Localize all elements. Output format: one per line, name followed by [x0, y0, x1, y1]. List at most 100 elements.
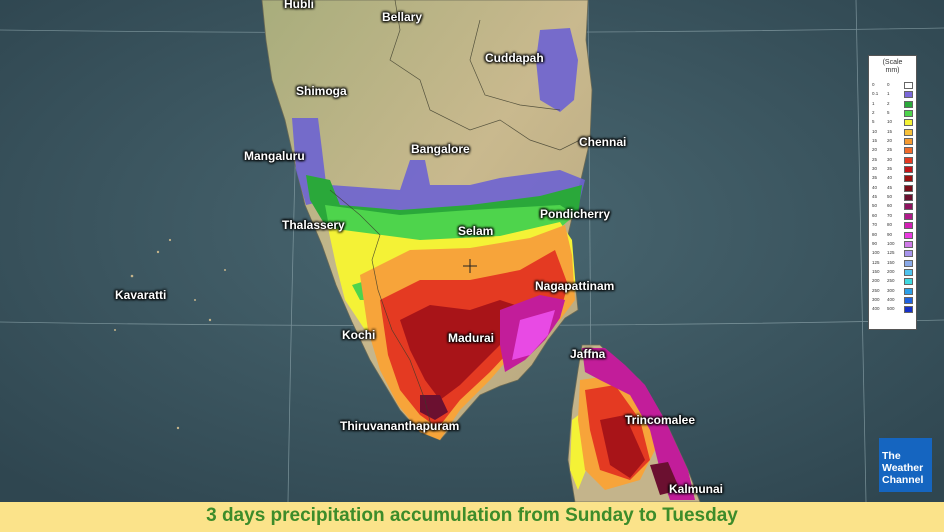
legend-color-swatch — [904, 119, 913, 127]
legend-row-low: 40 — [872, 184, 878, 190]
legend-row-low: 50 — [872, 203, 878, 209]
legend-row: 15 20 — [869, 137, 916, 146]
legend-title-line2: mm) — [885, 67, 900, 74]
legend-row-high: 250 — [887, 278, 895, 284]
logo-line3: Channel — [882, 474, 924, 486]
legend-row: 60 70 — [869, 212, 916, 221]
lakshadweep-islands — [114, 238, 226, 430]
legend-row-high: 40 — [887, 175, 893, 181]
legend-row-low: 250 — [872, 287, 880, 293]
legend-row: 200 250 — [869, 277, 916, 286]
legend-row: 30 35 — [869, 165, 916, 174]
legend-row-low: 90 — [872, 240, 878, 246]
legend-color-swatch — [904, 156, 913, 164]
city-label-cuddapah: Cuddapah — [485, 51, 544, 65]
state-borders — [329, 0, 581, 431]
precipitation-shading — [292, 28, 695, 500]
legend-row-low: 1 — [872, 100, 875, 106]
city-label-nagapattinam: Nagapattinam — [535, 279, 615, 293]
legend-row: 70 80 — [869, 221, 916, 230]
precipitation-map — [0, 0, 944, 502]
legend-title-line1: (Scale — [882, 59, 903, 66]
city-label-hubli: Hubli — [284, 0, 314, 11]
legend-color-swatch — [904, 212, 913, 220]
city-label-bangalore: Bangalore — [411, 142, 470, 156]
legend-row-high: 0 — [887, 82, 890, 87]
legend-color-swatch — [904, 306, 913, 314]
legend-row: 20 25 — [869, 146, 916, 155]
legend-color-swatch — [904, 110, 913, 118]
legend-color-swatch — [904, 268, 913, 276]
legend-row-low: 60 — [872, 212, 878, 218]
legend-row-high: 1 — [887, 91, 890, 97]
legend-row-high: 30 — [887, 156, 893, 162]
legend-color-swatch — [904, 147, 913, 155]
legend-row-high: 60 — [887, 203, 893, 209]
city-label-pondicherry: Pondicherry — [540, 207, 611, 221]
precipitation-scale-legend: (Scale mm) 0 0 0.1 1 1 2 2 5 5 10 10 15 15 20 20 25 25 30… — [868, 55, 917, 330]
legend-row-high: 45 — [887, 184, 893, 190]
legend-row: 45 50 — [869, 193, 916, 202]
city-label-jaffna: Jaffna — [570, 347, 606, 361]
legend-row-high: 10 — [887, 119, 893, 125]
legend-row: 100 125 — [869, 249, 916, 258]
city-label-kavaratti: Kavaratti — [115, 288, 167, 302]
legend-color-swatch — [904, 231, 913, 239]
legend-color-swatch — [904, 100, 913, 108]
caption-bar — [0, 502, 944, 532]
legend-color-swatch — [904, 278, 913, 286]
legend-row-low: 80 — [872, 231, 878, 237]
legend-row: 5 10 — [869, 118, 916, 127]
legend-row-low: 70 — [872, 222, 878, 228]
legend-row: 40 45 — [869, 184, 916, 193]
legend-color-swatch — [904, 296, 913, 304]
legend-color-swatch — [904, 91, 913, 99]
logo-line2: Weather — [882, 462, 924, 474]
legend-row: 300 400 — [869, 296, 916, 305]
legend-row-high: 15 — [887, 128, 893, 134]
legend-color-swatch — [904, 259, 913, 267]
legend-row: 80 90 — [869, 231, 916, 240]
legend-color-swatch — [904, 240, 913, 248]
weather-channel-logo: The Weather Channel — [879, 438, 932, 492]
legend-row-low: 125 — [872, 259, 880, 265]
legend-row-high: 25 — [887, 147, 893, 153]
city-label-madurai: Madurai — [448, 331, 495, 345]
legend-color-swatch — [904, 194, 913, 202]
city-label-kochi: Kochi — [342, 328, 376, 342]
legend-row: 400 500 — [869, 305, 916, 314]
logo-line1: The — [882, 450, 901, 462]
legend-row: 0.1 1 — [869, 90, 916, 99]
legend-row-high: 80 — [887, 222, 893, 228]
city-label-trincomalee: Trincomalee — [625, 413, 696, 427]
legend-color-swatch — [904, 166, 913, 174]
legend-color-swatch — [904, 250, 913, 258]
city-label-kalmunai: Kalmunai — [669, 482, 724, 496]
legend-color-swatch — [904, 203, 913, 211]
legend-row-low: 2 — [872, 110, 875, 116]
legend-row: 50 60 — [869, 202, 916, 211]
legend-row-high: 400 — [887, 296, 895, 302]
city-label-selam: Selam — [458, 224, 494, 238]
legend-color-swatch — [904, 128, 913, 136]
city-label-shimoga: Shimoga — [296, 84, 347, 98]
legend-row: 125 150 — [869, 259, 916, 268]
legend-row-high: 90 — [887, 231, 893, 237]
legend-row: 90 100 — [869, 240, 916, 249]
legend-row-high: 50 — [887, 194, 893, 200]
legend-color-swatch — [904, 222, 913, 230]
legend-row: 10 15 — [869, 128, 916, 137]
legend-row-high: 200 — [887, 268, 895, 274]
legend-row-high: 150 — [887, 259, 895, 265]
legend-title: (Scale mm) — [869, 56, 916, 81]
legend-row-low: 30 — [872, 166, 878, 172]
legend-row-high: 20 — [887, 138, 893, 144]
legend-row-low: 0 — [872, 82, 875, 87]
legend-row-high: 5 — [887, 110, 890, 116]
legend-color-swatch — [904, 175, 913, 183]
legend-color-swatch — [904, 82, 913, 89]
legend-row: 150 200 — [869, 268, 916, 277]
